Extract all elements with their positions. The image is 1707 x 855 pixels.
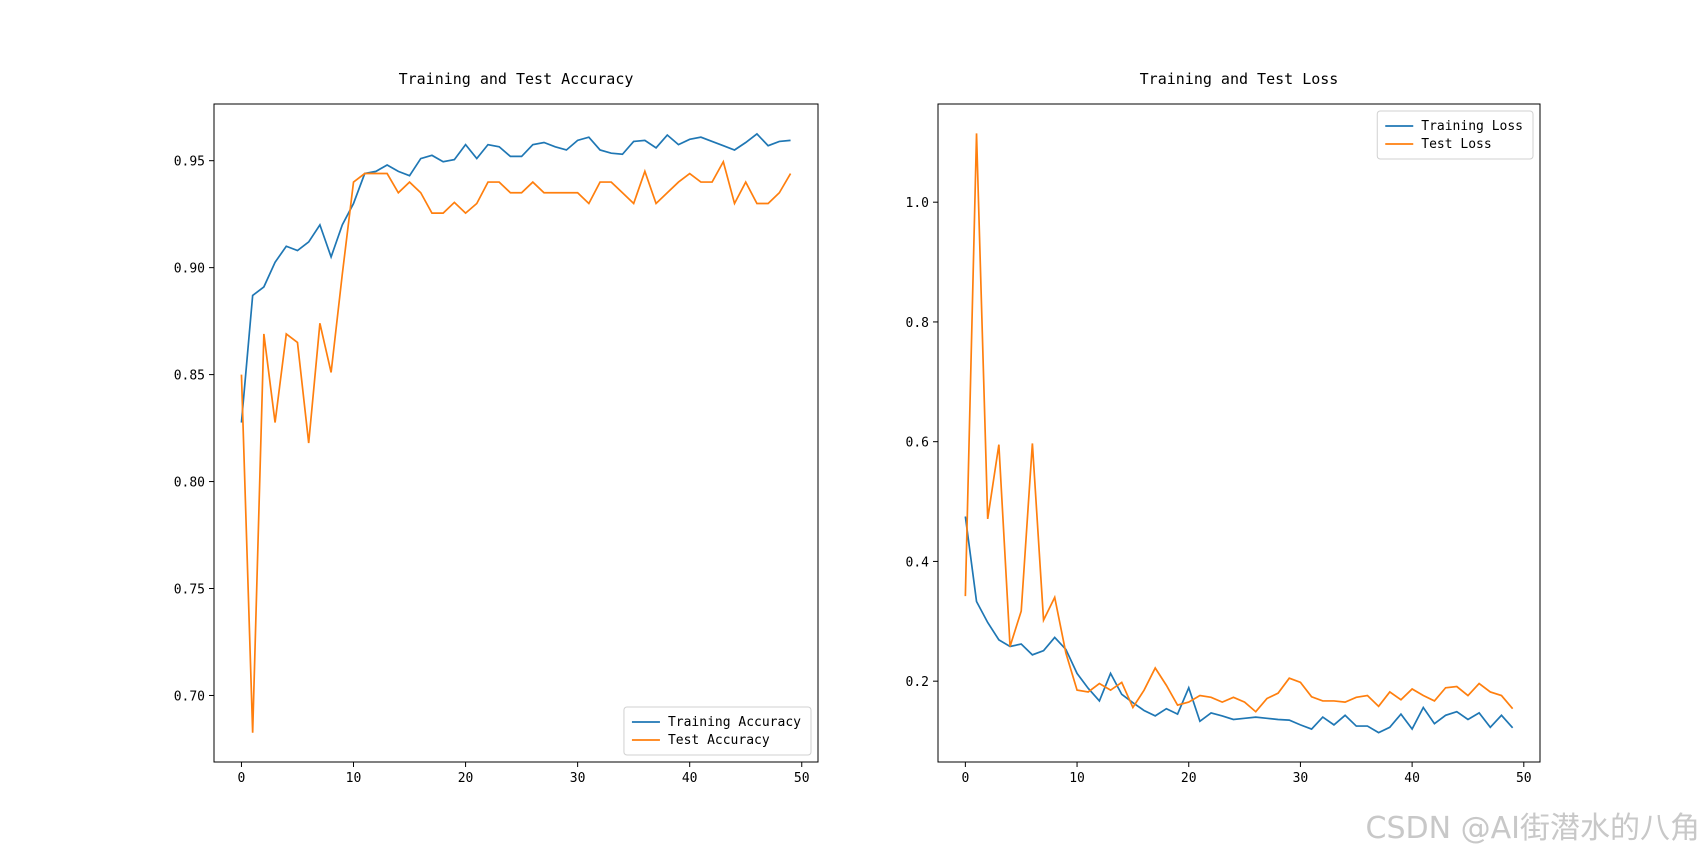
y-tick-label: 0.2 [906,675,929,690]
chart-title: Training and Test Loss [1140,70,1339,88]
x-tick-label: 30 [570,771,586,786]
x-tick-label: 10 [346,771,362,786]
legend-label: Test Loss [1421,137,1491,152]
line-series [964,516,1514,734]
legend-label: Test Accuracy [668,733,770,748]
y-tick-label: 1.0 [906,196,929,211]
line-series [240,159,792,733]
chart-title: Training and Test Accuracy [399,70,634,88]
x-tick-label: 40 [1404,771,1420,786]
y-tick-label: 0.95 [174,155,205,170]
watermark: CSDN @AI街潜水的八角 [1366,811,1700,846]
y-tick-label: 0.8 [906,316,929,331]
x-tick-label: 20 [458,771,474,786]
y-tick-label: 0.4 [906,555,930,570]
y-tick-label: 0.85 [174,369,205,384]
x-tick-label: 10 [1069,771,1085,786]
y-tick-label: 0.80 [174,476,205,491]
legend: Training Loss Test Loss [1376,110,1534,160]
x-tick-label: 50 [794,771,810,786]
legend-label: Training Loss [1421,119,1523,134]
y-tick-label: 0.75 [174,583,205,598]
x-tick-label: 30 [1293,771,1309,786]
line-series [964,133,1514,713]
x-tick-label: 20 [1181,771,1197,786]
x-tick-label: 50 [1516,771,1532,786]
x-tick-label: 0 [238,771,246,786]
legend-box [623,706,812,756]
x-tick-label: 0 [961,771,969,786]
legend-box [1376,110,1534,160]
axes-frame [213,103,819,763]
y-tick-label: 0.70 [174,689,205,704]
y-tick-label: 0.90 [174,262,205,277]
line-series [240,132,791,423]
legend-label: Training Accuracy [668,715,801,730]
axes-frame [937,103,1541,763]
y-tick-label: 0.6 [906,436,929,451]
x-tick-label: 40 [682,771,698,786]
legend: Training Accuracy Test Accuracy [623,706,812,756]
